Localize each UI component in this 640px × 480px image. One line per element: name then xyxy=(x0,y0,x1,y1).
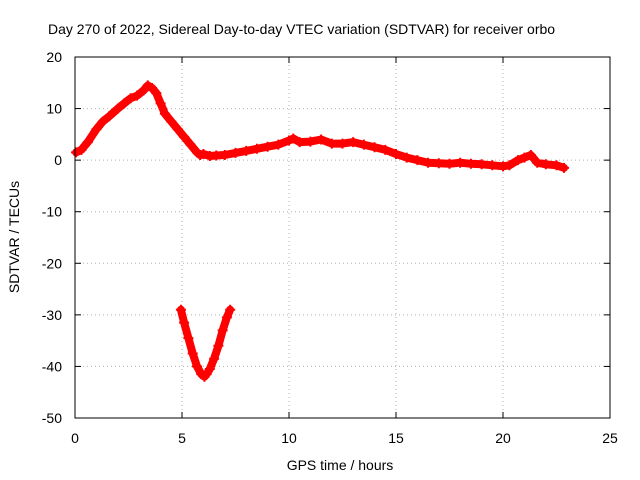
y-tick-label: -10 xyxy=(42,204,62,220)
data-point xyxy=(316,134,327,145)
data-point xyxy=(412,155,423,166)
data-point xyxy=(179,317,190,328)
grid-lines xyxy=(75,57,610,418)
data-point xyxy=(179,131,190,142)
data-point xyxy=(71,147,82,158)
data-point xyxy=(225,304,236,315)
data-point xyxy=(230,147,241,158)
data-point xyxy=(201,369,212,380)
data-point xyxy=(294,137,305,148)
data-point xyxy=(465,158,476,169)
data-point xyxy=(380,144,391,155)
data-point xyxy=(326,138,337,149)
data-point xyxy=(251,143,262,154)
data-point xyxy=(119,98,130,109)
data-point xyxy=(76,144,87,155)
data-point xyxy=(558,162,569,173)
data-point xyxy=(175,304,186,315)
data-point xyxy=(213,340,224,351)
y-tick-label: -40 xyxy=(42,358,62,374)
data-point xyxy=(423,157,434,168)
axis-ticks xyxy=(74,56,611,419)
data-point xyxy=(525,149,536,160)
data-point xyxy=(198,148,209,159)
x-axis-label: GPS time / hours xyxy=(287,457,394,473)
data-point xyxy=(498,161,508,172)
data-point xyxy=(159,108,170,119)
x-tick-label: 25 xyxy=(602,430,618,446)
data-point xyxy=(155,98,166,109)
data-point xyxy=(204,364,215,375)
data-point xyxy=(504,160,515,171)
data-point xyxy=(358,139,369,150)
plot-area xyxy=(71,80,569,382)
data-point xyxy=(187,348,198,359)
data-point xyxy=(512,155,523,166)
data-point xyxy=(519,152,530,163)
data-point xyxy=(91,124,102,135)
data-point xyxy=(288,133,299,144)
series-0-trace xyxy=(72,81,568,172)
data-point xyxy=(305,136,316,147)
data-point xyxy=(183,333,194,344)
data-point xyxy=(217,325,228,336)
data-point xyxy=(211,150,222,161)
data-point xyxy=(391,148,401,159)
data-point xyxy=(401,152,412,163)
x-tick-label: 15 xyxy=(388,430,404,446)
x-tick-label: 0 xyxy=(71,430,79,446)
plot-frame xyxy=(74,56,611,419)
y-tick-label: 10 xyxy=(46,101,62,117)
data-point xyxy=(369,142,380,153)
data-point xyxy=(138,85,149,96)
y-tick-label: -30 xyxy=(42,307,62,323)
data-point xyxy=(132,90,143,101)
data-point xyxy=(540,159,551,170)
data-point xyxy=(191,361,202,372)
y-axis-label: SDTVAR / TECUs xyxy=(6,181,22,293)
data-point xyxy=(97,116,108,127)
x-tick-label: 20 xyxy=(495,430,511,446)
data-point xyxy=(551,160,562,171)
data-point xyxy=(241,145,252,156)
data-point xyxy=(166,116,177,127)
data-point xyxy=(455,157,466,168)
x-tick-label: 10 xyxy=(281,430,297,446)
data-point xyxy=(104,111,115,122)
data-point xyxy=(487,160,498,171)
data-point xyxy=(221,312,232,323)
x-axis-tick-labels: 0 5 10 15 20 25 xyxy=(71,430,618,446)
data-point xyxy=(82,137,93,148)
data-point xyxy=(151,88,162,99)
data-point xyxy=(476,159,487,170)
y-tick-label: -20 xyxy=(42,255,62,271)
data-point xyxy=(172,124,183,135)
data-point xyxy=(112,103,123,114)
data-point xyxy=(125,93,136,104)
series-1-trace xyxy=(176,305,235,381)
data-point xyxy=(444,158,455,169)
y-tick-label: 20 xyxy=(46,49,62,65)
data-point xyxy=(147,82,158,93)
y-tick-label: 0 xyxy=(54,152,62,168)
x-tick-label: 5 xyxy=(178,430,186,446)
data-point xyxy=(209,353,220,364)
data-point xyxy=(185,139,196,150)
y-tick-label: -50 xyxy=(42,410,62,426)
data-point xyxy=(532,157,543,168)
y-axis-tick-labels: -50 -40 -30 -20 -10 0 10 20 xyxy=(42,49,62,426)
data-point xyxy=(262,141,273,152)
chart-title: Day 270 of 2022, Sidereal Day-to-day VTE… xyxy=(48,21,555,37)
data-point xyxy=(348,137,359,148)
data-point xyxy=(433,158,444,169)
data-point xyxy=(219,149,230,160)
data-point xyxy=(273,139,284,150)
data-point xyxy=(337,138,348,149)
